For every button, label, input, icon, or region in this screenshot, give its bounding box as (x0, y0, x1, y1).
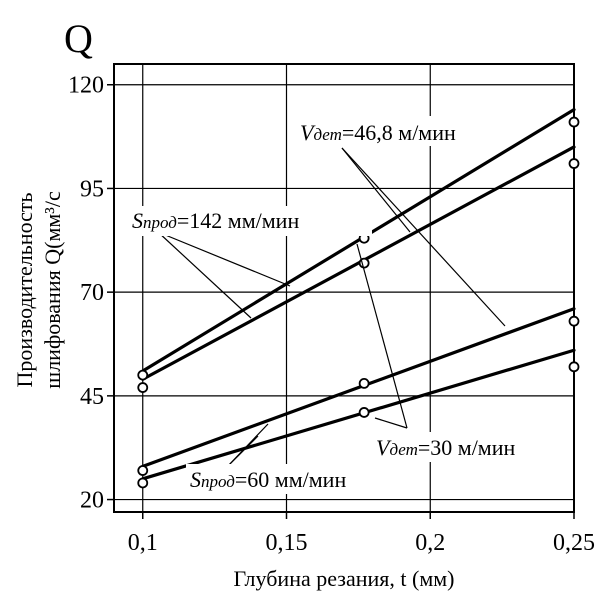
data-point-3-2 (568, 361, 580, 373)
x-tick-label-3: 0,25 (553, 530, 595, 556)
y-tick-label-1: 45 (80, 384, 104, 410)
data-point-3-1 (358, 407, 370, 418)
chart-title: Q (64, 16, 93, 61)
label-bg-sprod142 (128, 206, 372, 236)
leader-vdet30-a (356, 243, 408, 429)
annotation-sprod-60: Sпрод=60 мм/мин (190, 467, 346, 492)
leader-vdet30-b (374, 417, 408, 429)
leader-vdet46-b (341, 147, 506, 327)
leader-sprod60-b (225, 435, 259, 469)
label-bg-vdet46 (296, 116, 510, 146)
annotation-vdet-46: Vдет=46,8 м/мин (300, 120, 456, 145)
data-point-1-0 (137, 382, 149, 393)
x-axis-label: Глубина резания, t (мм) (233, 566, 454, 591)
x-tick-label-0: 0,1 (128, 530, 158, 556)
y-tick-label-3: 95 (80, 176, 104, 202)
leader-sprod142-a (157, 231, 291, 287)
y-axis-label-line2: шлифования Q(мм³/с (40, 191, 65, 389)
series-points (137, 116, 580, 489)
leader-sprod142-b (157, 231, 252, 319)
series-lines (141, 108, 576, 481)
annotation-sprod-142: Sпрод=142 мм/мин (132, 208, 299, 233)
series-line-2 (141, 307, 576, 468)
tick-labels: 0,1 0,15 0,2 0,25 20 45 70 95 120 (68, 73, 595, 556)
series-line-1 (141, 145, 576, 381)
data-point-0-2 (568, 116, 580, 128)
label-bg-vdet30 (372, 432, 562, 462)
data-point-3-0 (137, 477, 149, 489)
axis-ticks (107, 83, 575, 519)
y-tick-label-4: 120 (68, 73, 104, 99)
plot-frame (113, 63, 575, 513)
y-axis-label-line1: Производительность (12, 192, 37, 387)
data-point-2-1 (358, 378, 370, 389)
x-tick-label-2: 0,2 (415, 530, 445, 556)
leader-vdet46-a (341, 147, 411, 233)
y-tick-label-2: 70 (80, 280, 104, 306)
data-point-2-2 (568, 315, 580, 327)
series-line-0 (141, 108, 576, 373)
y-tick-label-0: 20 (80, 488, 104, 514)
annotation-vdet-30: Vдет=30 м/мин (376, 435, 515, 460)
label-bg-sprod60 (186, 464, 408, 494)
data-point-0-0 (137, 369, 149, 381)
x-tick-label-1: 0,15 (266, 530, 308, 556)
leader-lines (157, 147, 506, 469)
series-line-3 (141, 348, 576, 481)
data-point-2-0 (137, 465, 149, 476)
data-point-1-2 (568, 158, 580, 169)
